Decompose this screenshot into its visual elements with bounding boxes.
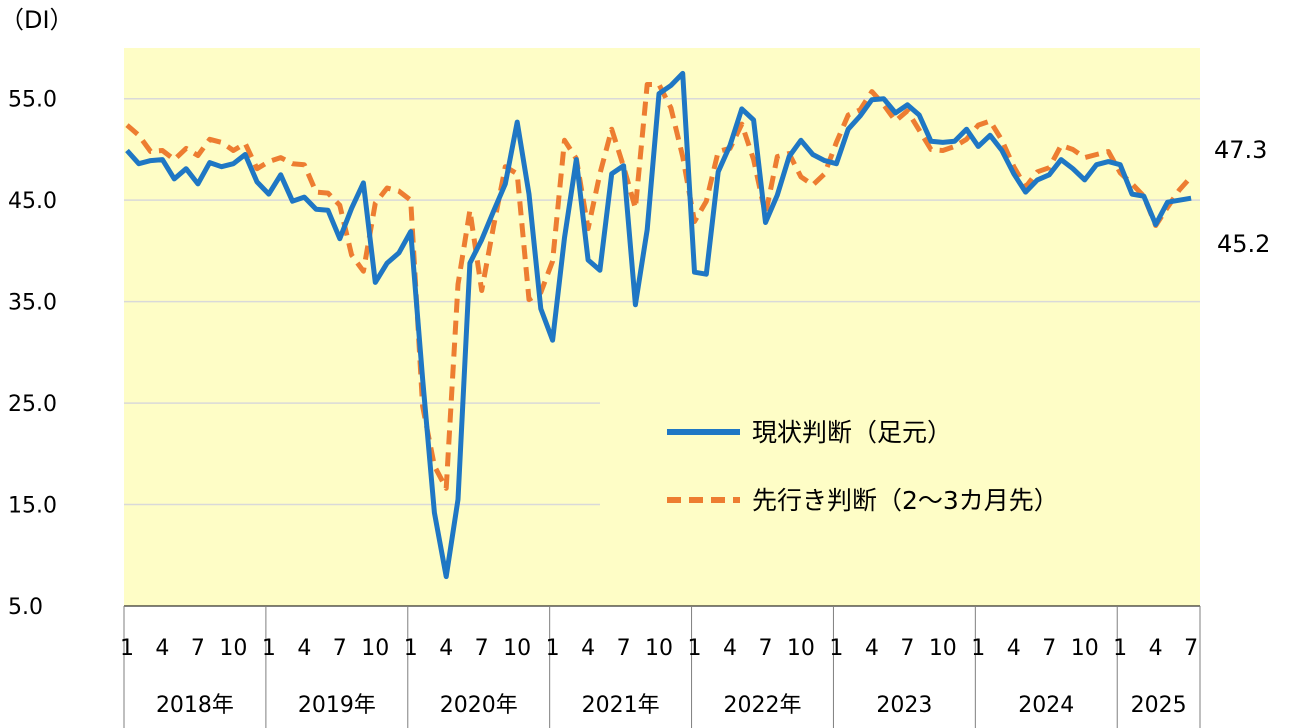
y-axis: 55.0 45.0 35.0 25.0 15.0 5.0 <box>8 88 57 620</box>
x-tick-label: 7 <box>191 636 205 661</box>
year-label: 2021年 <box>582 693 660 718</box>
x-tick-label: 4 <box>1007 636 1021 661</box>
x-tick-label: 1 <box>688 636 702 661</box>
x-tick-label: 1 <box>546 636 560 661</box>
y-tick-label: 15.0 <box>8 494 57 519</box>
legend: 現状判断（足元） 先行き判断（2～3カ月先） <box>600 386 1200 536</box>
x-tick-label: 4 <box>439 636 453 661</box>
y-tick-label: 35.0 <box>8 291 57 316</box>
year-label: 2018年 <box>156 693 234 718</box>
legend-label-current: 現状判断（足元） <box>752 418 952 447</box>
y-tick-label: 45.0 <box>8 189 57 214</box>
x-tick-label: 10 <box>645 636 673 661</box>
x-tick-label: 4 <box>155 636 169 661</box>
x-tick-label: 10 <box>361 636 389 661</box>
x-tick-label: 7 <box>1184 636 1198 661</box>
unit-label: （DI） <box>0 6 74 34</box>
end-label-current: 45.2 <box>1217 230 1270 258</box>
legend-background <box>600 386 1200 536</box>
year-label: 2023 <box>876 693 932 718</box>
x-tick-label: 4 <box>581 636 595 661</box>
x-tick-label: 7 <box>475 636 489 661</box>
x-tick-label: 4 <box>1149 636 1163 661</box>
x-tick-label: 4 <box>297 636 311 661</box>
x-tick-label: 7 <box>333 636 347 661</box>
legend-label-outlook: 先行き判断（2～3カ月先） <box>752 486 1059 515</box>
year-label: 2025 <box>1131 693 1187 718</box>
y-tick-label: 5.0 <box>8 595 43 620</box>
series-lines <box>125 70 1193 580</box>
x-tick-label: 10 <box>503 636 531 661</box>
year-label: 2019年 <box>298 693 376 718</box>
end-label-outlook: 47.3 <box>1214 136 1267 164</box>
x-tick-label: 1 <box>971 636 985 661</box>
end-labels: 47.3 45.2 <box>1214 136 1270 258</box>
x-tick-label: 10 <box>219 636 247 661</box>
y-tick-label: 55.0 <box>8 88 57 113</box>
year-label: 2024 <box>1018 693 1074 718</box>
series-line-current <box>125 70 1192 580</box>
year-label: 2022年 <box>724 693 802 718</box>
x-tick-label: 10 <box>1071 636 1099 661</box>
x-tick-label: 7 <box>1042 636 1056 661</box>
x-tick-label: 7 <box>758 636 772 661</box>
x-tick-label: 1 <box>262 636 276 661</box>
x-tick-label: 1 <box>120 636 134 661</box>
x-tick-label: 1 <box>404 636 418 661</box>
x-tick-label: 7 <box>617 636 631 661</box>
x-tick-label: 4 <box>865 636 879 661</box>
year-label: 2020年 <box>440 693 518 718</box>
y-tick-label: 25.0 <box>8 392 57 417</box>
x-tick-label: 1 <box>829 636 843 661</box>
x-tick-label: 1 <box>1113 636 1127 661</box>
x-axis: 1 4 7 10 1 4 7 10 1 4 7 10 1 4 7 10 1 4 7 10 1 4 7 10 1 4 7 10 1 4 720… <box>120 605 1201 728</box>
x-tick-label: 10 <box>929 636 957 661</box>
series-line-outlook <box>125 82 1193 491</box>
x-tick-label: 7 <box>900 636 914 661</box>
x-tick-label: 4 <box>723 636 737 661</box>
x-tick-label: 10 <box>787 636 815 661</box>
